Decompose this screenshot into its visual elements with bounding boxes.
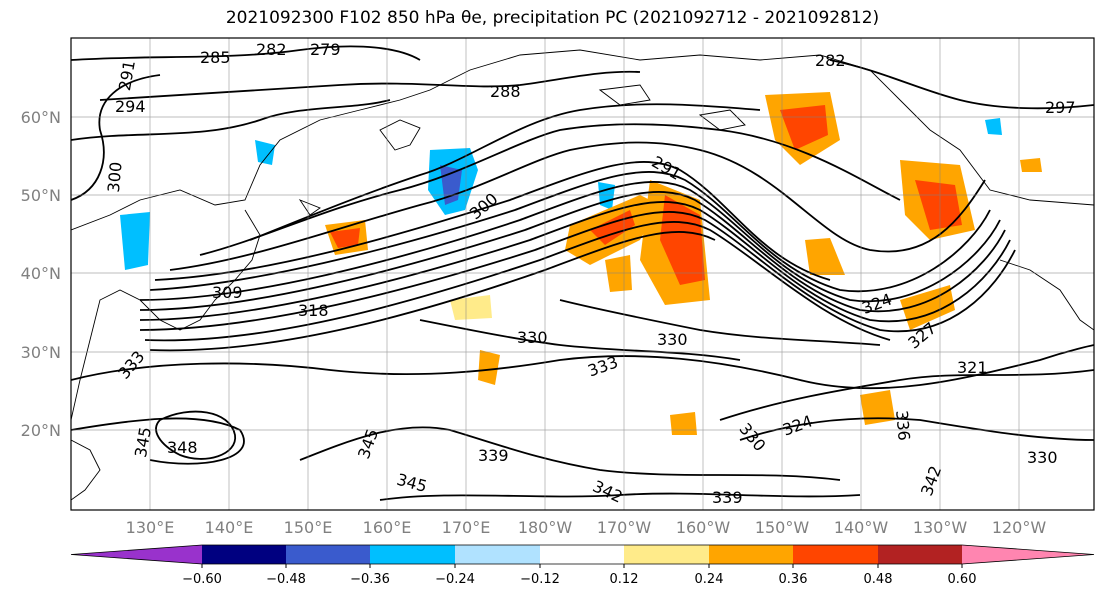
precip-pos-core [915,180,962,230]
colorbar-segment [709,545,793,564]
contour-label: 285 [200,48,231,67]
colorbar-tick-label: 0.24 [695,572,724,587]
colorbar-segment [878,545,962,564]
colorbar-tick-label: −0.24 [435,572,475,587]
map-frame [70,37,1095,511]
colorbar-extend-high [962,545,1094,564]
precip-neg-area [985,118,1002,135]
lon-label: 160°E [363,518,412,537]
colorbar-tick-label: −0.36 [350,572,390,587]
precip-pos-core [330,228,360,248]
contour-label: 339 [712,488,743,507]
lon-label: 150°W [755,518,810,537]
contour-label: 321 [957,358,988,377]
precip-neg-area [255,140,275,165]
map-panel: 285 282 279 291 294 288 282 297 300 291 … [71,38,1094,510]
contour-label: 279 [310,40,341,59]
contour-label: 297 [1045,98,1076,117]
colorbar-segment [455,545,540,564]
colorbar-segment [370,545,455,564]
contour-label: 336 [892,409,914,441]
precip-pos-area [860,390,895,425]
colorbar-tick-label: 0.48 [864,572,893,587]
contour-label: 348 [167,438,198,457]
coastlines [71,49,1094,501]
precip-pos-area [1020,158,1042,172]
map-title: 2021092300 F102 850 hPa θe, precipitatio… [225,8,880,28]
lat-label-60: 60°N [21,108,61,127]
lat-label-20: 20°N [21,421,61,440]
colorbar-tick-label: 0.12 [610,572,639,587]
lon-label: 180°W [518,518,573,537]
contour-label: 318 [298,301,329,320]
colorbar-tick-label: −0.12 [520,572,560,587]
lon-label: 120°W [992,518,1047,537]
contour-label: 330 [1027,448,1058,467]
lat-label-30: 30°N [21,343,61,362]
colorbar-tick-label: −0.60 [182,572,222,587]
colorbar-segment [286,545,370,564]
colorbar-segment [793,545,878,564]
longitude-labels: 130°E 140°E 150°E 160°E 170°E 180°W 170°… [126,518,1047,537]
contour-label: 300 [104,161,126,193]
contour-label: 282 [256,40,287,59]
lat-label-50: 50°N [21,186,61,205]
lat-label-40: 40°N [21,264,61,283]
contour-labels: 285 282 279 291 294 288 282 297 300 291 … [104,40,1076,507]
precip-pos-area [478,350,500,385]
colorbar-tick-label: −0.48 [266,572,306,587]
lon-label: 160°W [676,518,731,537]
contour-label: 282 [815,51,846,70]
precip-neg-area [120,212,150,270]
contour-label: 309 [212,283,243,302]
precip-pos-core [660,195,705,285]
lon-label: 150°E [284,518,333,537]
contour-label: 330 [657,330,688,349]
colorbar-segment [202,545,286,564]
lon-label: 170°E [442,518,491,537]
precip-pos-area [805,238,845,275]
precip-pos-core [780,105,828,150]
precip-pos-area [670,412,697,435]
contour-label: 339 [478,446,509,465]
contour-label: 294 [115,97,146,116]
contour-label: 288 [490,82,521,101]
graticule [71,38,1094,510]
lon-label: 140°W [834,518,889,537]
colorbar-segment [624,545,709,564]
latitude-labels: 60°N 50°N 40°N 30°N 20°N [21,108,61,440]
lon-label: 140°E [205,518,254,537]
precip-pos-light [450,295,492,320]
lon-label: 130°E [126,518,175,537]
contour-label: 330 [517,328,548,347]
lon-label: 130°W [913,518,968,537]
colorbar: −0.60 −0.48 −0.36 −0.24 −0.12 0.12 0.24 0.36 0.4… [70,544,1095,587]
precip-pos-area [605,255,632,292]
colorbar-segments [70,544,1095,565]
colorbar-tick-label: 0.36 [779,572,808,587]
colorbar-tick-label: 0.60 [948,572,977,587]
colorbar-extend-low [71,545,202,564]
lon-label: 170°W [597,518,652,537]
colorbar-segment [540,545,624,564]
colorbar-ticks: −0.60 −0.48 −0.36 −0.24 −0.12 0.12 0.24 0.36 0.4… [182,564,976,587]
